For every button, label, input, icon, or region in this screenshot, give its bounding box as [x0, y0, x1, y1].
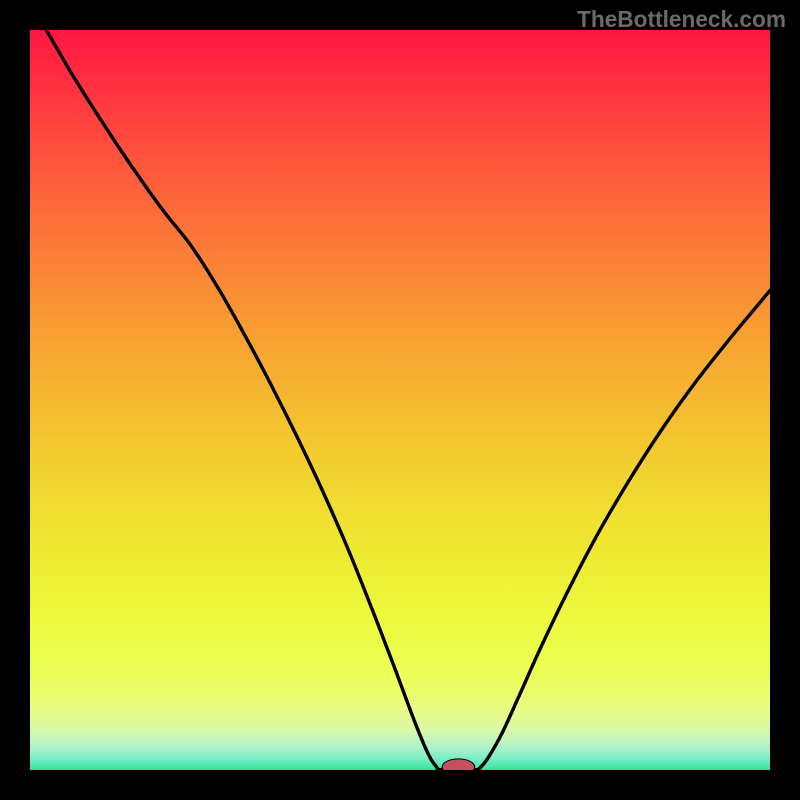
plot-area	[30, 30, 770, 770]
chart-container: TheBottleneck.com	[0, 0, 800, 800]
chart-svg	[30, 30, 770, 770]
attribution-text: TheBottleneck.com	[577, 6, 786, 33]
gradient-background	[30, 30, 770, 770]
